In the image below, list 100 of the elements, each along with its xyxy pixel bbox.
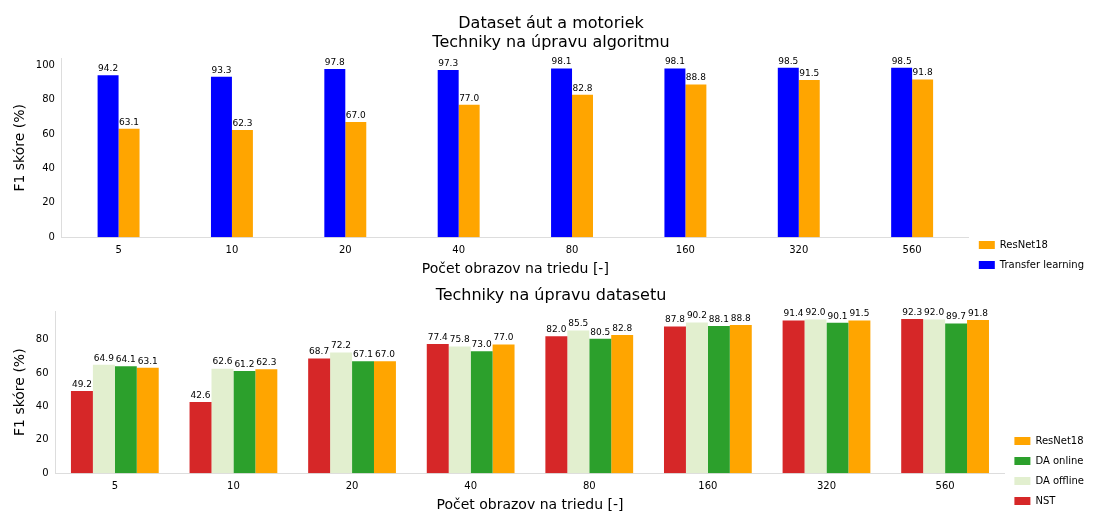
bar: [345, 122, 367, 238]
y-tick-label: 0: [42, 466, 49, 478]
x-tick-label: 160: [698, 479, 718, 491]
data-label: 98.5: [891, 55, 912, 66]
data-label: 88.8: [685, 72, 707, 83]
bar: [426, 343, 449, 474]
x-axis-title: Počet obrazov na triedu [-]: [421, 260, 609, 277]
legend-label: DA offline: [1035, 474, 1085, 486]
data-label: 62.3: [232, 117, 253, 128]
data-label: 64.1: [115, 353, 136, 364]
bar: [492, 344, 515, 474]
data-label: 92.0: [924, 307, 945, 318]
legend-label: ResNet18: [1035, 434, 1084, 446]
data-label: 82.0: [546, 324, 567, 335]
bar: [70, 391, 93, 474]
bar: [572, 94, 594, 238]
data-label: 97.3: [438, 57, 459, 68]
bar: [777, 67, 799, 238]
data-label: 82.8: [612, 322, 633, 333]
data-label: 63.1: [119, 116, 140, 127]
bar: [211, 368, 234, 474]
bar: [664, 68, 686, 238]
data-label: 88.8: [730, 312, 752, 323]
x-tick-label: 20: [345, 479, 359, 491]
y-axis-title: F1 skóre (%): [11, 348, 28, 437]
y-tick-label: 40: [35, 399, 49, 411]
bar: [611, 334, 634, 474]
chart-title: Techniky na úpravu datasetu: [434, 284, 667, 304]
bar: [589, 338, 612, 474]
bar: [707, 326, 730, 474]
x-tick-label: 10: [227, 479, 240, 491]
x-tick-label: 5: [111, 479, 119, 491]
x-tick-label: 560: [902, 243, 922, 255]
data-label: 98.1: [551, 56, 572, 67]
x-tick-label: 80: [565, 243, 579, 255]
data-label: 67.0: [345, 109, 367, 120]
bar: [685, 84, 707, 238]
y-tick-label: 80: [42, 93, 55, 105]
data-label: 91.5: [799, 67, 820, 78]
data-label: 92.0: [805, 307, 826, 318]
x-tick-label: 560: [935, 479, 955, 491]
data-label: 91.8: [967, 307, 989, 318]
bar: [826, 322, 849, 474]
data-label: 92.3: [902, 306, 923, 317]
bar: [458, 104, 480, 238]
bar: [97, 75, 119, 238]
legend-label: ResNet18: [999, 238, 1048, 250]
data-label: 90.2: [686, 310, 707, 321]
data-label: 87.8: [664, 314, 686, 325]
x-tick-label: 160: [675, 243, 695, 255]
chart-title: Dataset áut a motoriek: [458, 12, 645, 32]
bar: [798, 79, 820, 238]
data-label: 88.1: [708, 313, 729, 324]
bar: [437, 69, 459, 238]
bar: [901, 319, 924, 474]
x-axis-title: Počet obrazov na triedu [-]: [436, 496, 624, 513]
bar: [231, 130, 253, 238]
bar: [945, 323, 968, 474]
data-label: 61.2: [234, 358, 255, 369]
bar: [470, 351, 493, 474]
data-label: 91.8: [912, 67, 933, 78]
data-label: 68.7: [309, 346, 330, 357]
data-label: 75.8: [449, 334, 470, 345]
bar: [210, 76, 232, 238]
bar: [373, 361, 396, 474]
data-label: 73.0: [471, 339, 492, 350]
data-label: 93.3: [211, 64, 232, 75]
data-label: 67.1: [353, 348, 374, 359]
x-tick-label: 80: [582, 479, 596, 491]
bar: [136, 367, 159, 474]
bar: [804, 319, 827, 474]
bar: [92, 364, 115, 474]
legend-label: Transfer learning: [998, 258, 1084, 270]
bar: [352, 361, 374, 474]
data-label: 98.1: [664, 56, 685, 67]
bar: [324, 69, 346, 238]
y-tick-label: 0: [48, 230, 55, 242]
bar: [308, 358, 331, 474]
data-label: 85.5: [568, 318, 589, 329]
bar: [782, 320, 805, 474]
data-label: 64.9: [93, 352, 115, 363]
y-tick-label: 20: [42, 196, 55, 208]
chart-subtitle: Techniky na úpravu algoritmu: [431, 31, 670, 51]
data-label: 80.5: [590, 326, 611, 337]
bar: [448, 346, 471, 474]
bar: [567, 330, 590, 474]
data-label: 94.2: [98, 63, 119, 74]
data-label: 72.2: [331, 340, 352, 351]
data-label: 77.0: [493, 332, 514, 343]
x-tick-label: 320: [789, 243, 809, 255]
data-label: 77.0: [459, 92, 480, 103]
x-tick-label: 5: [115, 243, 122, 255]
data-label: 63.1: [137, 355, 158, 366]
bar: [255, 369, 278, 474]
data-label: 67.0: [374, 349, 396, 360]
data-label: 62.3: [256, 357, 277, 367]
bar: [118, 128, 140, 238]
bar: [189, 402, 212, 474]
x-tick-label: 10: [225, 243, 239, 255]
bar: [729, 324, 752, 474]
